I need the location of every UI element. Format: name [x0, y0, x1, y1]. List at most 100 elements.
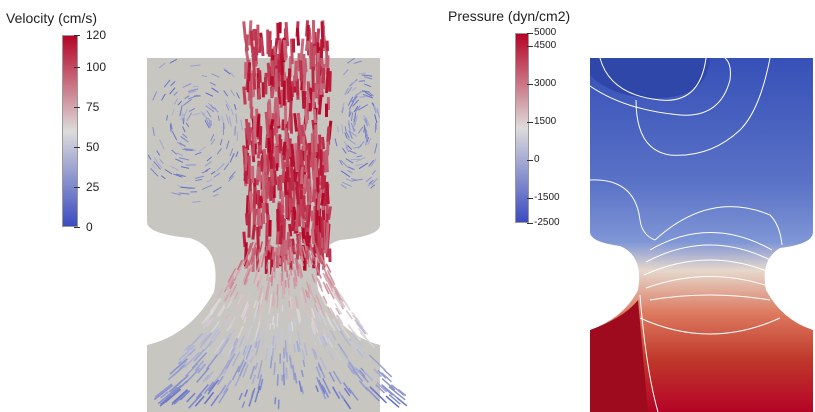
velocity-arrow — [295, 80, 300, 96]
velocity-arrow — [265, 262, 269, 269]
velocity-arrow — [315, 302, 322, 316]
velocity-arrow — [345, 310, 353, 320]
velocity-arrow — [176, 152, 184, 157]
velocity-arrow — [169, 87, 176, 95]
velocity-arrow — [303, 298, 308, 311]
velocity-arrow — [170, 122, 173, 130]
velocity-arrow — [246, 73, 251, 93]
velocity-arrow — [318, 309, 328, 326]
velocity-arrow — [224, 315, 232, 327]
velocity-arrow — [321, 335, 328, 346]
velocity-arrow — [334, 138, 338, 147]
velocity-arrow — [271, 348, 275, 361]
velocity-arrow — [254, 362, 258, 371]
velocity-arrow — [304, 150, 309, 173]
velocity-arrow — [348, 387, 359, 401]
velocity-arrow — [253, 300, 257, 309]
velocity-arrow — [355, 105, 361, 113]
velocity-arrow — [251, 374, 256, 385]
velocity-arrow — [293, 277, 296, 287]
velocity-arrow — [182, 83, 192, 88]
velocity-arrow — [276, 86, 282, 105]
velocity-arrow — [265, 239, 270, 256]
velocity-arrow — [295, 233, 301, 245]
velocity-arrow — [256, 208, 261, 226]
velocity-arrow — [153, 161, 161, 170]
velocity-arrow — [292, 266, 297, 282]
velocity-arrow — [344, 126, 347, 132]
velocity-arrow — [351, 86, 357, 92]
velocity-arrow — [315, 366, 322, 378]
velocity-arrow — [324, 271, 333, 286]
velocity-arrow — [341, 106, 345, 114]
velocity-arrow — [183, 344, 191, 352]
velocity-arrow — [273, 298, 276, 308]
velocity-arrow — [219, 138, 223, 146]
velocity-arrow — [279, 89, 284, 108]
velocity-arrow — [300, 369, 304, 377]
velocity-arrow — [325, 181, 330, 205]
velocity-arrow — [358, 72, 367, 75]
velocity-arrow — [275, 229, 280, 245]
velocity-arrow — [326, 126, 331, 142]
velocity-arrow — [244, 291, 251, 306]
velocity-arrow — [241, 304, 250, 321]
velocity-arrow — [258, 70, 262, 83]
velocity-arrow — [231, 351, 241, 367]
velocity-arrow — [240, 301, 249, 318]
velocity-arrow — [306, 90, 311, 104]
velocity-arrow — [245, 261, 250, 269]
velocity-arrow — [279, 225, 284, 245]
velocity-arrow — [211, 73, 220, 78]
velocity-arrow — [310, 323, 316, 336]
velocity-arrow — [262, 149, 268, 172]
velocity-arrow — [259, 241, 263, 253]
velocity-arrow — [285, 148, 290, 168]
velocity-arrow — [345, 178, 353, 183]
pressure-tick-mark — [527, 198, 533, 199]
velocity-arrow — [223, 67, 229, 72]
velocity-arrow — [270, 275, 274, 287]
velocity-arrow — [367, 137, 372, 145]
velocity-arrow — [209, 297, 221, 313]
velocity-arrow — [284, 76, 289, 100]
velocity-arrow — [382, 385, 394, 396]
velocity-arrow — [276, 209, 280, 232]
velocity-arrow — [267, 176, 273, 201]
velocity-arrow — [359, 331, 376, 349]
velocity-arrow — [269, 323, 272, 330]
velocity-arrow — [284, 21, 290, 47]
velocity-arrow — [153, 384, 174, 401]
velocity-arrow — [343, 387, 351, 397]
velocity-arrow — [229, 148, 234, 157]
velocity-arrow — [287, 278, 290, 288]
velocity-arrow — [259, 37, 265, 57]
velocity-arrow — [206, 317, 214, 327]
velocity-arrow — [269, 151, 274, 170]
velocity-arrow — [182, 133, 188, 139]
velocity-arrow — [312, 170, 317, 185]
velocity-arrow — [355, 367, 363, 376]
velocity-arrow — [189, 64, 201, 67]
velocity-arrow — [347, 365, 355, 375]
velocity-arrow — [273, 267, 276, 275]
velocity-arrow — [229, 346, 237, 360]
velocity-arrow — [254, 341, 258, 348]
velocity-arrow — [370, 184, 376, 189]
velocity-arrow — [298, 343, 302, 352]
velocity-arrow — [306, 291, 311, 299]
velocity-arrow — [164, 169, 173, 175]
velocity-arrow — [377, 370, 387, 379]
velocity-arrow — [187, 88, 196, 92]
velocity-arrow — [306, 281, 310, 291]
velocity-arrow — [272, 335, 275, 346]
velocity-arrow — [244, 118, 250, 140]
velocity-arrow — [172, 380, 189, 395]
velocity-arrow — [248, 191, 254, 212]
velocity-arrow — [274, 68, 279, 92]
velocity-arrow — [226, 140, 230, 150]
velocity-arrow — [266, 62, 272, 87]
velocity-arrow — [264, 171, 269, 191]
velocity-arrow — [171, 388, 188, 404]
velocity-arrow — [295, 181, 300, 205]
